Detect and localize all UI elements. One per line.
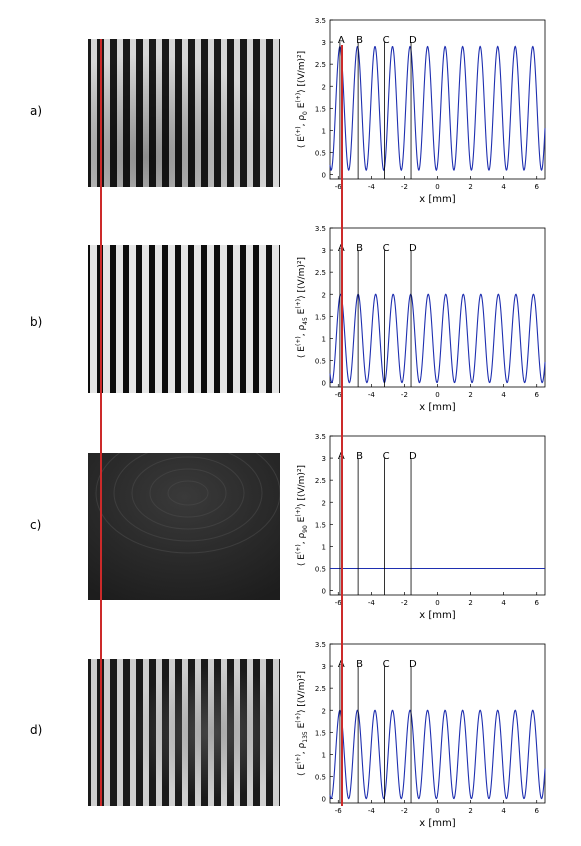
- y-tick-label: 3: [322, 663, 326, 671]
- x-tick-label: -6: [335, 183, 343, 191]
- data-series-line: [329, 709, 546, 800]
- marker-label-a: A: [338, 243, 345, 254]
- y-tick-label: 1: [322, 543, 326, 551]
- x-tick-label: -6: [335, 599, 343, 607]
- intensity-plot-c: 0 0.5 1 1.5 2 2.5 3 3.5 -6 -4 -2 0 2 4 6 x [mm] ⟨ E(+), …: [295, 433, 546, 621]
- marker-label-b: B: [356, 35, 363, 46]
- y-tick-label: 1: [322, 335, 326, 343]
- y-tick-label: 2.5: [315, 477, 326, 485]
- x-tick-label: -4: [368, 599, 376, 607]
- y-tick-label: 2.5: [315, 269, 326, 277]
- y-tick-label: 3: [322, 247, 326, 255]
- x-tick-label: 2: [468, 807, 472, 815]
- x-tick-label: 2: [468, 183, 472, 191]
- marker-label-c: C: [383, 451, 390, 462]
- y-tick-label: 3.5: [315, 17, 326, 25]
- x-axis-label: x [mm]: [419, 818, 455, 829]
- y-tick-label: 1.5: [315, 521, 326, 529]
- x-tick-label: -4: [368, 391, 376, 399]
- x-tick-label: 2: [468, 391, 472, 399]
- x-tick-label: -6: [335, 391, 343, 399]
- y-tick-label: 2: [322, 707, 326, 715]
- x-tick-label: 0: [435, 391, 439, 399]
- marker-label-b: B: [356, 659, 363, 670]
- y-tick-label: 0: [322, 796, 326, 804]
- intensity-plot-b: 0 0.5 1 1.5 2 2.5 3 3.5 -6 -4 -2 0 2 4 6 x [mm] ⟨ E(+), …: [295, 225, 546, 413]
- x-tick-label: -2: [401, 183, 408, 191]
- marker-label-a: A: [338, 659, 345, 670]
- x-tick-label: -6: [335, 807, 343, 815]
- x-tick-label: 6: [534, 807, 539, 815]
- x-tick-label: 6: [534, 183, 539, 191]
- x-tick-label: 0: [435, 183, 439, 191]
- y-tick-label: 0.5: [315, 774, 326, 782]
- x-axis-label: x [mm]: [419, 194, 455, 205]
- fringe-image-a: [88, 39, 280, 187]
- y-tick-label: 2.5: [315, 61, 326, 69]
- intensity-plot-d: 0 0.5 1 1.5 2 2.5 3 3.5 -6 -4 -2 0 2 4 6 x [mm] ⟨ E(+), …: [295, 641, 546, 829]
- y-tick-label: 0.5: [315, 566, 326, 574]
- y-tick-label: 0.5: [315, 150, 326, 158]
- marker-label-d: D: [409, 659, 417, 670]
- y-tick-label: 3: [322, 455, 326, 463]
- y-tick-label: 1.5: [315, 105, 326, 113]
- marker-label-c: C: [383, 659, 390, 670]
- data-series-line: [329, 45, 546, 172]
- x-tick-label: 2: [468, 599, 472, 607]
- y-tick-label: 0.5: [315, 358, 326, 366]
- y-tick-label: 2.5: [315, 685, 326, 693]
- y-tick-label: 3.5: [315, 641, 326, 649]
- x-tick-label: -2: [401, 599, 408, 607]
- panel-label-c: c): [30, 518, 42, 532]
- marker-label-d: D: [409, 451, 417, 462]
- y-tick-label: 3.5: [315, 433, 326, 441]
- panel-label-d: d): [30, 723, 43, 737]
- x-tick-label: 4: [501, 807, 506, 815]
- y-tick-label: 0: [322, 588, 326, 596]
- marker-label-a: A: [338, 35, 345, 46]
- x-tick-label: -4: [368, 183, 376, 191]
- fringe-image-b: [88, 245, 280, 393]
- marker-label-b: B: [356, 451, 363, 462]
- y-axis-label: ⟨ E(+), ρ135 E(+)⟩ [(V/m)²]: [295, 671, 309, 776]
- x-tick-label: -2: [401, 807, 408, 815]
- y-tick-label: 1.5: [315, 729, 326, 737]
- x-tick-label: 0: [435, 599, 439, 607]
- x-tick-label: 4: [501, 183, 506, 191]
- data-series-line: [329, 293, 546, 384]
- x-axis-label: x [mm]: [419, 610, 455, 621]
- x-tick-label: -2: [401, 391, 408, 399]
- marker-label-b: B: [356, 243, 363, 254]
- marker-label-d: D: [409, 35, 417, 46]
- speckle-image-c: [88, 453, 280, 600]
- intensity-plot-a: 0 0.5 1 1.5 2 2.5 3 3.5 -6 -4 -2 0 2 4 6 x [mm] ⟨ E(+), …: [295, 17, 546, 205]
- marker-label-c: C: [383, 35, 390, 46]
- y-tick-label: 2: [322, 291, 326, 299]
- x-tick-label: 0: [435, 807, 439, 815]
- y-axis-label: ⟨ E(+), ρ90 E(+)⟩ [(V/m)²]: [295, 465, 309, 566]
- x-tick-label: 4: [501, 391, 506, 399]
- x-tick-label: 6: [534, 391, 539, 399]
- y-tick-label: 1: [322, 127, 326, 135]
- y-tick-label: 2: [322, 83, 326, 91]
- x-tick-label: 6: [534, 599, 539, 607]
- panel-label-b: b): [30, 315, 43, 329]
- marker-label-a: A: [338, 451, 345, 462]
- fringe-image-d: [88, 659, 280, 806]
- y-axis-label: ⟨ E(+), ρ45 E(+)⟩ [(V/m)²]: [295, 257, 309, 358]
- y-tick-label: 0: [322, 172, 326, 180]
- y-axis-label: ⟨ E(+), ρ0 E(+)⟩ [(V/m)²]: [295, 51, 309, 148]
- y-tick-label: 1.5: [315, 313, 326, 321]
- y-tick-label: 3.5: [315, 225, 326, 233]
- x-tick-label: 4: [501, 599, 506, 607]
- y-tick-label: 3: [322, 39, 326, 47]
- y-tick-label: 2: [322, 499, 326, 507]
- x-axis-label: x [mm]: [419, 402, 455, 413]
- marker-label-c: C: [383, 243, 390, 254]
- x-tick-label: -4: [368, 807, 376, 815]
- panel-label-a: a): [30, 104, 43, 118]
- y-tick-label: 0: [322, 380, 326, 388]
- y-tick-label: 1: [322, 751, 326, 759]
- marker-label-d: D: [409, 243, 417, 254]
